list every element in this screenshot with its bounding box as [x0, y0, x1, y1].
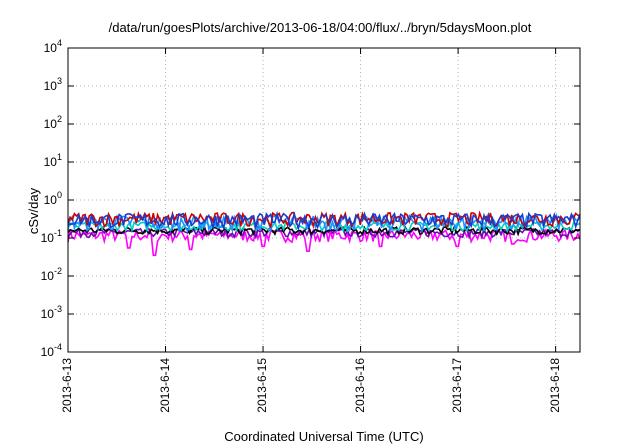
series-line: [67, 225, 581, 241]
x-tick-label: 2013-6-16: [352, 358, 367, 413]
series-line: [67, 210, 581, 232]
x-tick-label: 2013-6-14: [157, 358, 172, 413]
y-tick-label: 103: [43, 76, 62, 93]
y-tick-label: 104: [43, 38, 62, 55]
x-tick-label: 2013-6-13: [60, 358, 74, 413]
x-tick-label: 2013-6-15: [255, 358, 270, 413]
y-tick-label: 10-1: [40, 228, 62, 245]
y-tick-label: 10-3: [40, 304, 62, 321]
chart-title: /data/run/goesPlots/archive/2013-06-18/0…: [108, 20, 532, 35]
x-axis-label: Coordinated Universal Time (UTC): [224, 429, 424, 444]
y-tick-label: 10-2: [40, 266, 62, 283]
y-tick-label: 102: [43, 114, 62, 131]
y-tick-label: 101: [43, 152, 62, 169]
y-tick-label: 100: [43, 190, 62, 207]
y-tick-label: 10-4: [40, 342, 62, 359]
series-line: [67, 212, 581, 234]
x-tick-label: 2013-6-17: [450, 358, 465, 413]
x-tick-label: 2013-6-18: [547, 358, 562, 413]
